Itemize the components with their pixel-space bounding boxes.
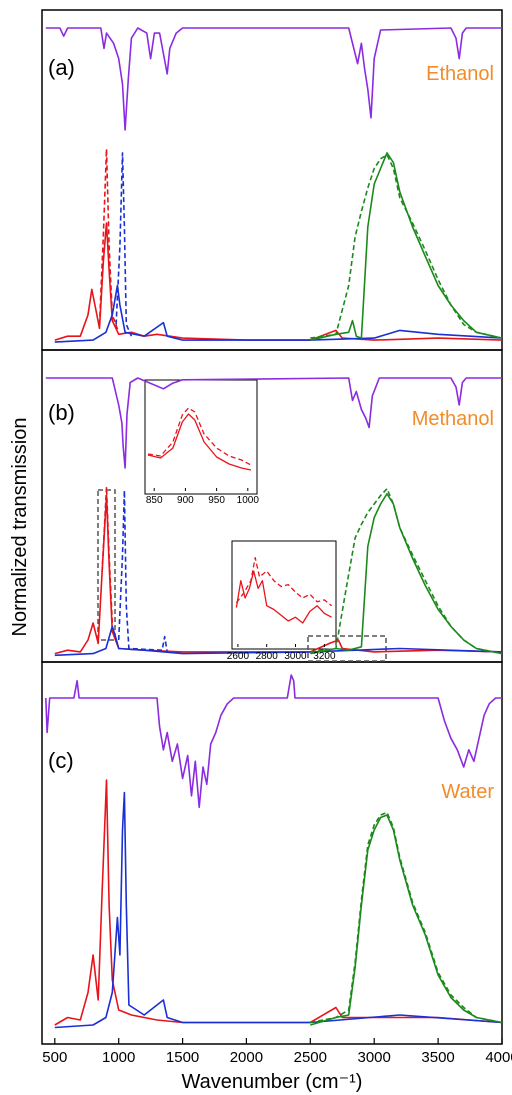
x-tick-label: 2000 — [230, 1049, 263, 1066]
inset-2-solid-line — [235, 570, 332, 624]
panel-a-label: (a) — [48, 55, 75, 80]
panel-a-solvent-label: Ethanol — [426, 63, 494, 85]
inset-1-tick-label: 850 — [146, 495, 163, 506]
inset-2-frame — [231, 540, 337, 650]
panel-2-series-blue-dashed-line — [117, 489, 168, 653]
x-tick-label: 2500 — [294, 1049, 327, 1066]
x-tick-label: 3000 — [358, 1049, 391, 1066]
y-axis-title: Normalized transmission — [9, 418, 31, 637]
panel-b-solvent-label: Methanol — [412, 408, 494, 430]
panel-b-label: (b) — [48, 400, 75, 425]
panel-2-ir-reference-line — [45, 377, 502, 469]
x-tick-label: 1500 — [166, 1049, 199, 1066]
panel-3-series-blue-solid-line — [54, 791, 503, 1029]
panel-c-label: (c) — [48, 748, 74, 773]
panel-2-series-blue-solid-line — [54, 625, 503, 657]
panel-1-series-red-dashed-line — [98, 148, 120, 333]
panel-1-series-blue-solid-line — [54, 284, 503, 343]
panel-2-series-green-dashed-line — [310, 487, 503, 655]
panel-3-ir-reference-line — [45, 674, 502, 809]
inset-2-tick-label: 3200 — [313, 651, 336, 662]
inset-1-frame — [144, 379, 258, 495]
inset-1-tick-label: 950 — [208, 495, 225, 506]
panel-1-ir-reference-line — [45, 27, 502, 131]
panel-1-series-green-dashed-line — [310, 154, 503, 339]
inset-1-dashed-line — [147, 407, 252, 466]
panel-1-series-red-solid-line — [54, 222, 503, 341]
panel-1-series-green-solid-line — [310, 152, 503, 341]
panel-3-series-green-dashed-line — [310, 811, 503, 1024]
inset-2-tick-label: 3000 — [284, 651, 307, 662]
axis-layer: 850 900 950 1000 2600 2800 3000 3200 500 1000 1500… — [42, 488, 512, 1066]
x-tick-label: 4000 — [485, 1049, 512, 1066]
x-axis-title: Wavenumber (cm⁻¹) — [182, 1071, 363, 1093]
x-tick-label: 3500 — [421, 1049, 454, 1066]
x-tick-label: 500 — [42, 1049, 67, 1066]
panel-1-series-blue-dashed-line — [115, 152, 133, 337]
inset-1-solid-line — [147, 413, 252, 471]
panel-c-frame — [41, 661, 503, 1045]
panel-3-series-red-solid-line — [54, 779, 503, 1026]
inset-2-tick-label: 2800 — [256, 651, 279, 662]
panel-c-solvent-label: Water — [441, 781, 494, 803]
panel-2-series-red-dashed-line — [101, 486, 114, 624]
inset-2-tick-label: 2600 — [227, 651, 250, 662]
inset-2-dashed-line — [235, 557, 333, 607]
plot-layer — [45, 27, 503, 1029]
x-tick-label: 1000 — [102, 1049, 135, 1066]
inset-1-tick-label: 900 — [177, 495, 194, 506]
inset-1-tick-label: 1000 — [237, 495, 260, 506]
panel-3-series-green-solid-line — [310, 814, 503, 1026]
